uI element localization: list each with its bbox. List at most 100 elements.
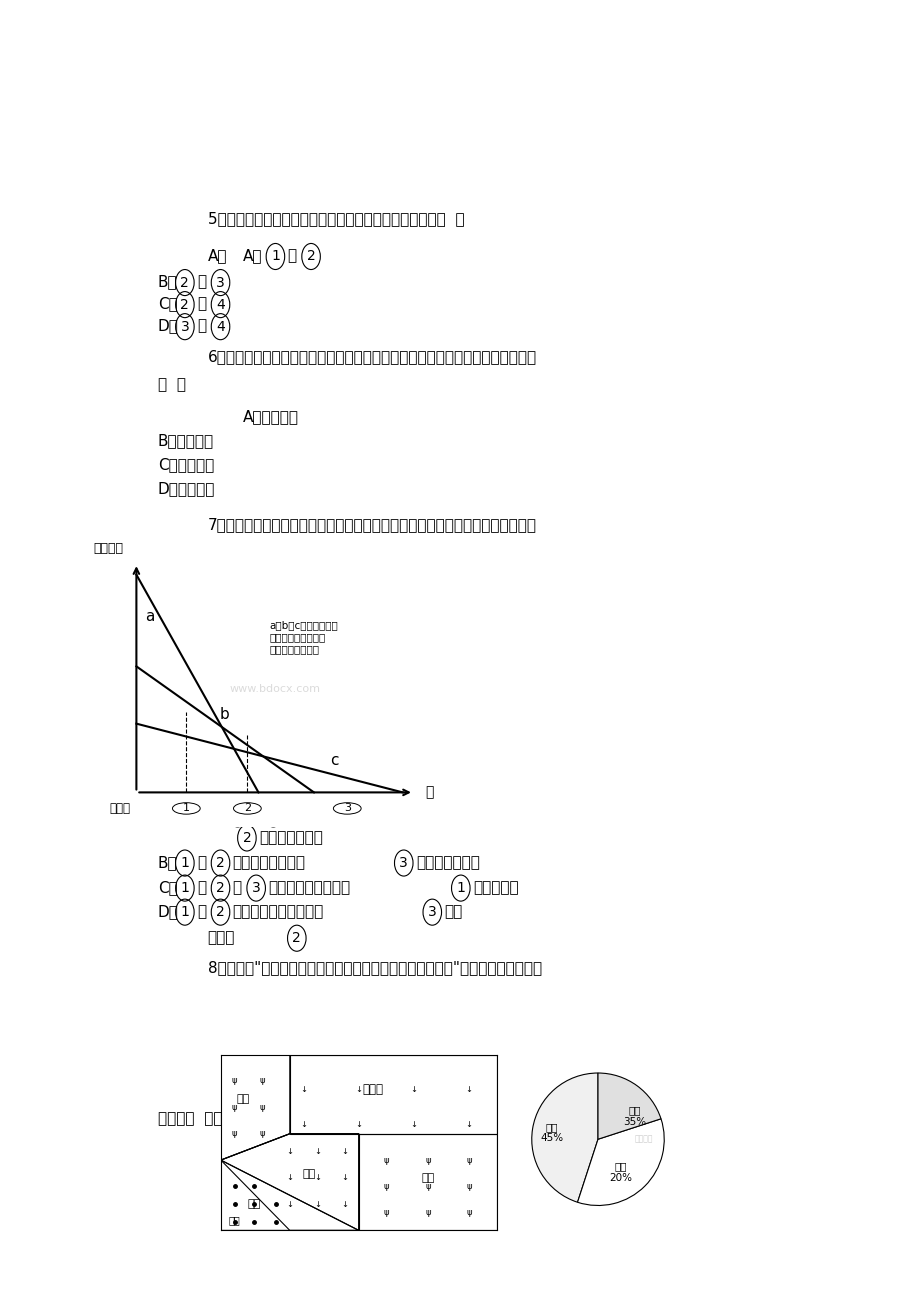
Text: 4: 4 <box>216 320 224 333</box>
Text: C、: C、 <box>158 297 177 311</box>
Text: 用地: 用地 <box>444 904 462 919</box>
Text: 、: 、 <box>197 855 206 870</box>
Text: 菜地: 菜地 <box>229 1215 240 1225</box>
Text: ↓: ↓ <box>465 1086 472 1094</box>
Text: ↓: ↓ <box>313 1199 321 1208</box>
Text: 2: 2 <box>292 931 301 945</box>
Text: ↓: ↓ <box>313 1147 321 1156</box>
Text: ↓: ↓ <box>286 1147 293 1156</box>
Text: 8、下图为"某地土地利用图（左）和农业产值构成图（右）"，该区域的农业地域: 8、下图为"某地土地利用图（左）和农业产值构成图（右）"，该区域的农业地域 <box>208 961 541 975</box>
Text: 优选教育: 优选教育 <box>634 1135 652 1143</box>
Text: 2: 2 <box>180 276 189 289</box>
Text: 转变为: 转变为 <box>208 930 235 945</box>
Text: 、: 、 <box>288 249 296 263</box>
Text: ψ: ψ <box>232 1077 237 1086</box>
Text: 、: 、 <box>249 806 258 820</box>
Wedge shape <box>531 1073 597 1202</box>
Text: ψ: ψ <box>383 1156 389 1164</box>
Text: a、b、c三条斜线分别
表示商业、住宅和工
业用地的付租能力: a、b、c三条斜线分别 表示商业、住宅和工 业用地的付租能力 <box>269 621 338 654</box>
Text: ↓: ↓ <box>410 1121 417 1129</box>
Text: ↓: ↓ <box>300 1121 307 1129</box>
Text: a: a <box>144 608 153 624</box>
Text: D、: D、 <box>158 904 178 919</box>
Text: ψ: ψ <box>259 1103 265 1112</box>
Text: ↓: ↓ <box>355 1121 362 1129</box>
Text: 小麦
35%: 小麦 35% <box>622 1105 645 1126</box>
Text: 牲畜
45%: 牲畜 45% <box>539 1122 562 1143</box>
Text: ψ: ψ <box>425 1156 430 1164</box>
Text: ψ: ψ <box>259 1077 265 1086</box>
Text: www.bdocx.com: www.bdocx.com <box>230 685 321 694</box>
Text: ↓: ↓ <box>341 1173 348 1182</box>
Text: 1: 1 <box>180 905 189 919</box>
Text: ψ: ψ <box>232 1103 237 1112</box>
Text: D、: D、 <box>158 319 178 333</box>
Text: A、: A、 <box>208 806 227 820</box>
Text: ψ: ψ <box>466 1156 471 1164</box>
Text: ψ: ψ <box>425 1208 430 1217</box>
Text: 、: 、 <box>197 275 206 289</box>
Text: 的用地面积缩小，: 的用地面积缩小， <box>233 855 305 870</box>
Text: ψ: ψ <box>259 1129 265 1138</box>
Text: 类型是（  ）。: 类型是（ ）。 <box>158 1111 222 1126</box>
Text: 、: 、 <box>197 319 206 333</box>
Text: 1: 1 <box>456 881 465 894</box>
Text: 休耕地: 休耕地 <box>362 1083 382 1096</box>
Text: ψ: ψ <box>466 1208 471 1217</box>
Wedge shape <box>597 1073 660 1139</box>
Text: 3: 3 <box>344 803 350 814</box>
Text: 3: 3 <box>216 276 224 289</box>
Text: 2: 2 <box>180 298 189 311</box>
Text: 市中心: 市中心 <box>109 802 130 815</box>
Text: A、交通条件: A、交通条件 <box>243 409 299 424</box>
Text: 、: 、 <box>197 880 206 894</box>
Text: 1: 1 <box>233 807 242 820</box>
Text: 的用地面积扩大，部分: 的用地面积扩大，部分 <box>233 904 323 919</box>
Text: 的用地面积扩大: 的用地面积扩大 <box>415 855 479 870</box>
Text: ↓: ↓ <box>355 1086 362 1094</box>
Text: 、: 、 <box>197 297 206 311</box>
Text: 3: 3 <box>252 881 260 894</box>
Text: ↓: ↓ <box>286 1173 293 1182</box>
Text: ψ: ψ <box>425 1182 430 1191</box>
Text: B、: B、 <box>158 855 177 870</box>
Text: 1: 1 <box>271 250 279 263</box>
Text: 1: 1 <box>183 803 189 814</box>
Text: ↓: ↓ <box>286 1199 293 1208</box>
Text: 3: 3 <box>180 320 189 333</box>
Text: 2: 2 <box>306 250 315 263</box>
Text: 2: 2 <box>216 905 224 919</box>
Bar <box>289 1055 496 1134</box>
Text: A、: A、 <box>208 249 227 263</box>
Text: 的用地面积均扩大，: 的用地面积均扩大， <box>268 880 350 894</box>
Text: B、商业布局: B、商业布局 <box>158 434 214 448</box>
Text: ψ: ψ <box>466 1182 471 1191</box>
Text: 2: 2 <box>244 803 251 814</box>
Text: 6、目前，我国许多城市在郊区建设公租房和经济适用房，考虑的主要区位因素是: 6、目前，我国许多城市在郊区建设公租房和经济适用房，考虑的主要区位因素是 <box>208 349 536 363</box>
Text: 菜地: 菜地 <box>247 1199 260 1210</box>
Text: B、: B、 <box>158 275 177 289</box>
Text: ↓: ↓ <box>410 1086 417 1094</box>
Text: C、: C、 <box>158 880 177 894</box>
Text: C、土地价格: C、土地价格 <box>158 457 214 473</box>
Text: 蔬菜
20%: 蔬菜 20% <box>609 1161 632 1184</box>
Text: 2: 2 <box>216 881 224 894</box>
Text: 3: 3 <box>427 905 437 919</box>
Text: 距: 距 <box>425 785 433 799</box>
Text: ψ: ψ <box>383 1208 389 1217</box>
Text: ψ: ψ <box>383 1182 389 1191</box>
Text: （  ）: （ ） <box>158 376 186 392</box>
Text: 的用地面积缩小，: 的用地面积缩小， <box>284 806 357 820</box>
Text: 2: 2 <box>243 831 251 845</box>
Text: 地租水平: 地租水平 <box>94 542 123 555</box>
Text: 、: 、 <box>233 880 242 894</box>
Text: ↓: ↓ <box>465 1121 472 1129</box>
Wedge shape <box>577 1118 664 1206</box>
Text: ↓: ↓ <box>341 1199 348 1208</box>
Text: ↓: ↓ <box>341 1147 348 1156</box>
Text: 5、城市化速度最快和城市发展水平最高的阶段，分别是（  ）: 5、城市化速度最快和城市发展水平最高的阶段，分别是（ ） <box>208 211 464 227</box>
Bar <box>358 1134 496 1230</box>
Text: 4: 4 <box>216 298 224 311</box>
Text: 麦田: 麦田 <box>302 1169 315 1180</box>
Text: ψ: ψ <box>232 1129 237 1138</box>
